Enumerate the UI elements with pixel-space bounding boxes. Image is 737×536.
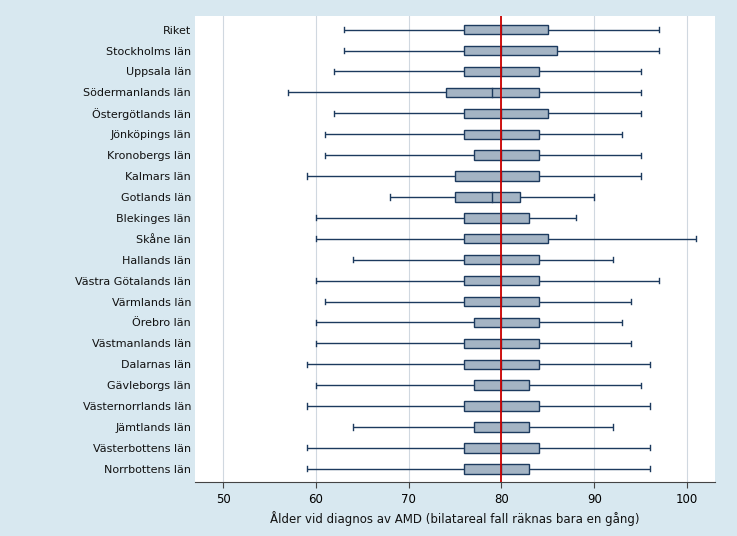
Bar [464,297,539,306]
Bar [464,255,539,264]
Bar [474,422,529,431]
Bar [455,192,520,202]
Bar [455,172,539,181]
Bar [464,130,539,139]
Bar [464,234,548,243]
Bar [474,381,529,390]
Bar [464,25,548,34]
Bar [464,213,529,222]
Bar [464,401,539,411]
Bar [464,67,539,76]
Bar [464,46,557,55]
Bar [464,360,539,369]
Bar [446,88,539,97]
Bar [464,339,539,348]
X-axis label: Ålder vid diagnos av AMD (bilatareal fall räknas bara en gång): Ålder vid diagnos av AMD (bilatareal fal… [270,511,640,526]
Bar [464,276,539,285]
Bar [474,151,539,160]
Bar [464,109,548,118]
Bar [474,318,539,327]
Bar [464,443,539,452]
Bar [464,464,529,473]
